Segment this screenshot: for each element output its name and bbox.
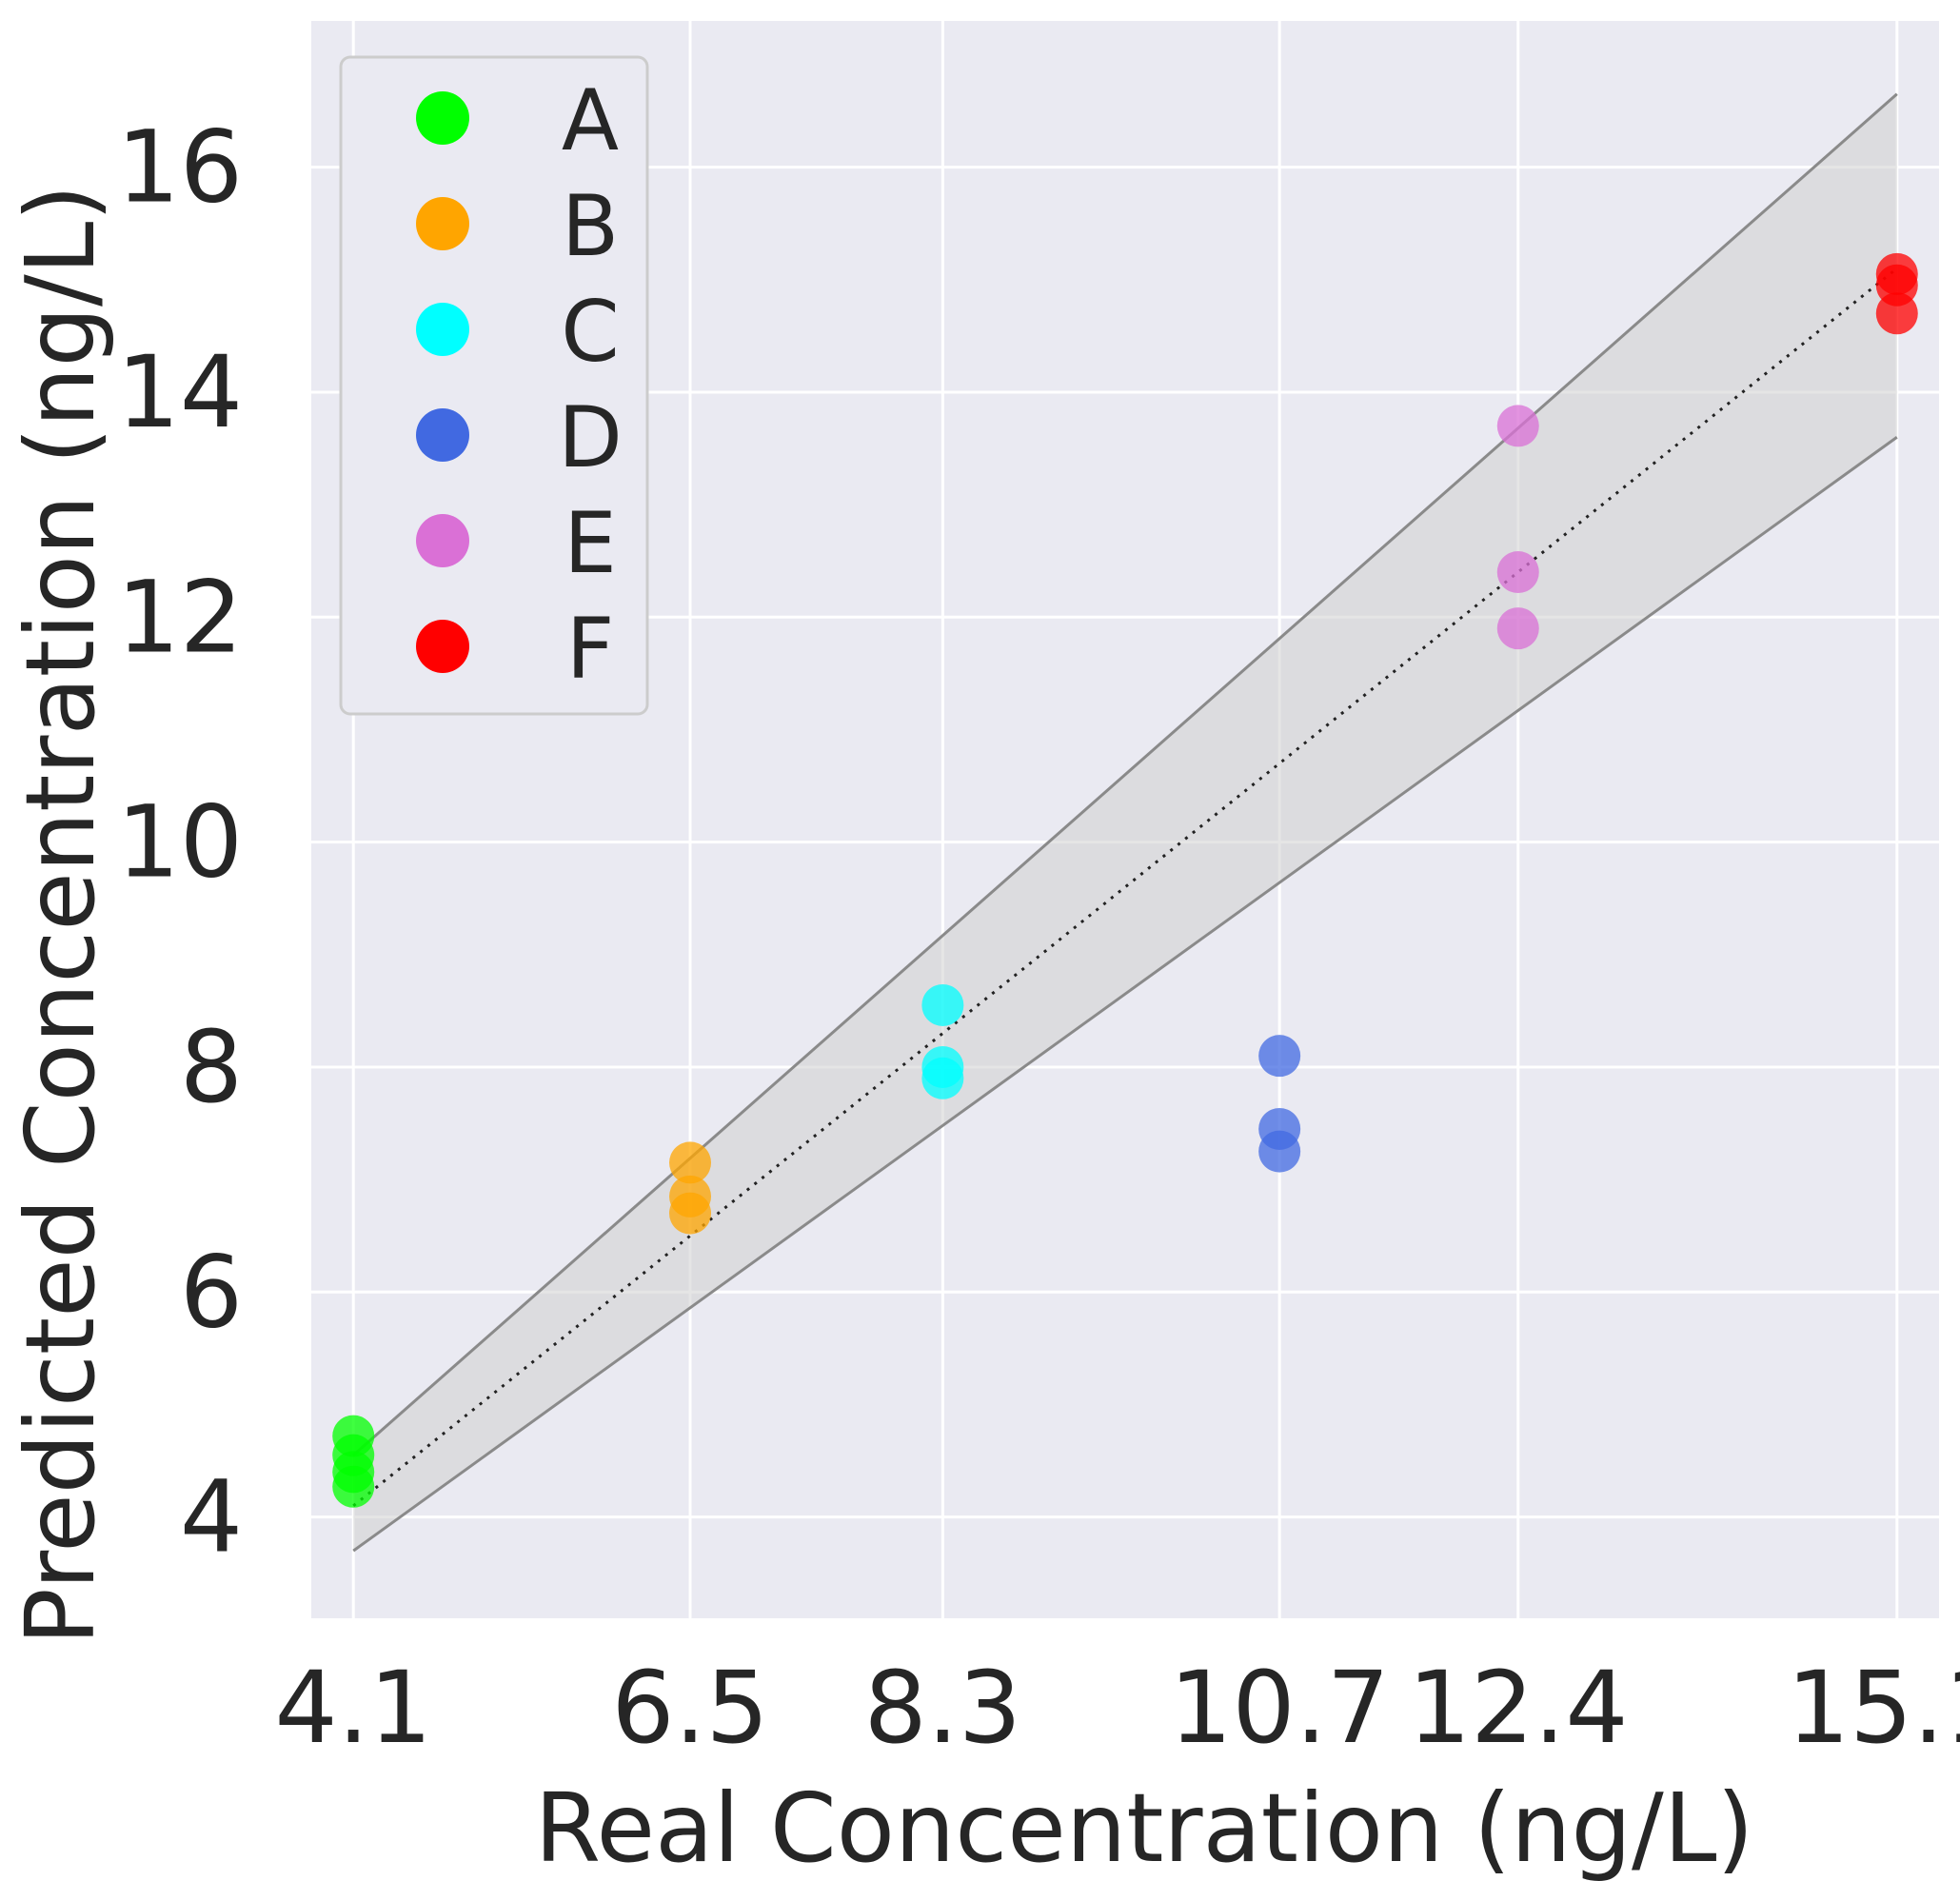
data-point-b [669,1141,712,1184]
data-point-d [1258,1035,1301,1078]
y-axis-label: Predicted Concentration (ng/L) [5,185,116,1646]
x-tick-label: 4.1 [275,1650,432,1766]
legend-label-a: A [562,71,619,169]
data-points [332,252,1918,1508]
x-tick-label: 8.3 [864,1650,1021,1766]
data-point-c [921,983,964,1026]
x-tick-labels: 4.1 6.5 8.3 10.712.4 15.1 [275,1650,1960,1766]
legend-label-e: E [564,494,617,592]
y-tick-label: 14 [117,334,243,450]
legend-marker-e [416,514,469,567]
legend-marker-b [416,197,469,250]
y-tick-label: 16 [117,109,243,226]
data-point-e [1496,551,1539,594]
x-tick-label: 15.1 [1787,1650,1960,1766]
data-point-d [1258,1130,1301,1173]
legend-marker-a [416,91,469,145]
y-tick-labels: 4 6 8 10 12 14 16 [117,109,243,1575]
x-tick-label: 10.7 [1169,1650,1390,1766]
legend-marker-d [416,408,469,462]
x-tick-label: 6.5 [611,1650,768,1766]
y-tick-label: 10 [117,784,243,901]
legend-label-b: B [562,177,619,275]
confidence-band-fill [353,93,1897,1552]
legend-label-d: D [558,388,623,486]
legend-marker-c [416,303,469,356]
confidence-band [352,92,1898,1553]
data-point-c [921,1057,964,1099]
data-point-f [1875,292,1918,335]
identity-line-group [352,267,1898,1508]
y-tick-label: 12 [117,559,243,675]
y-tick-label: 4 [180,1459,243,1575]
data-point-e [1496,607,1539,650]
x-axis-label: Real Concentration (ng/L) [535,1772,1754,1881]
upper-bound-line [352,92,1898,1456]
lower-bound-line [352,436,1898,1553]
x-tick-label: 12.4 [1408,1650,1629,1766]
legend-marker-f [416,620,469,673]
data-point-a [332,1465,375,1508]
identity-line [352,267,1898,1508]
data-point-b [669,1192,712,1235]
legend-label-f: F [566,600,615,698]
y-tick-label: 8 [180,1009,243,1125]
data-point-e [1496,405,1539,447]
legend-label-c: C [561,283,619,381]
y-tick-label: 6 [180,1234,243,1350]
